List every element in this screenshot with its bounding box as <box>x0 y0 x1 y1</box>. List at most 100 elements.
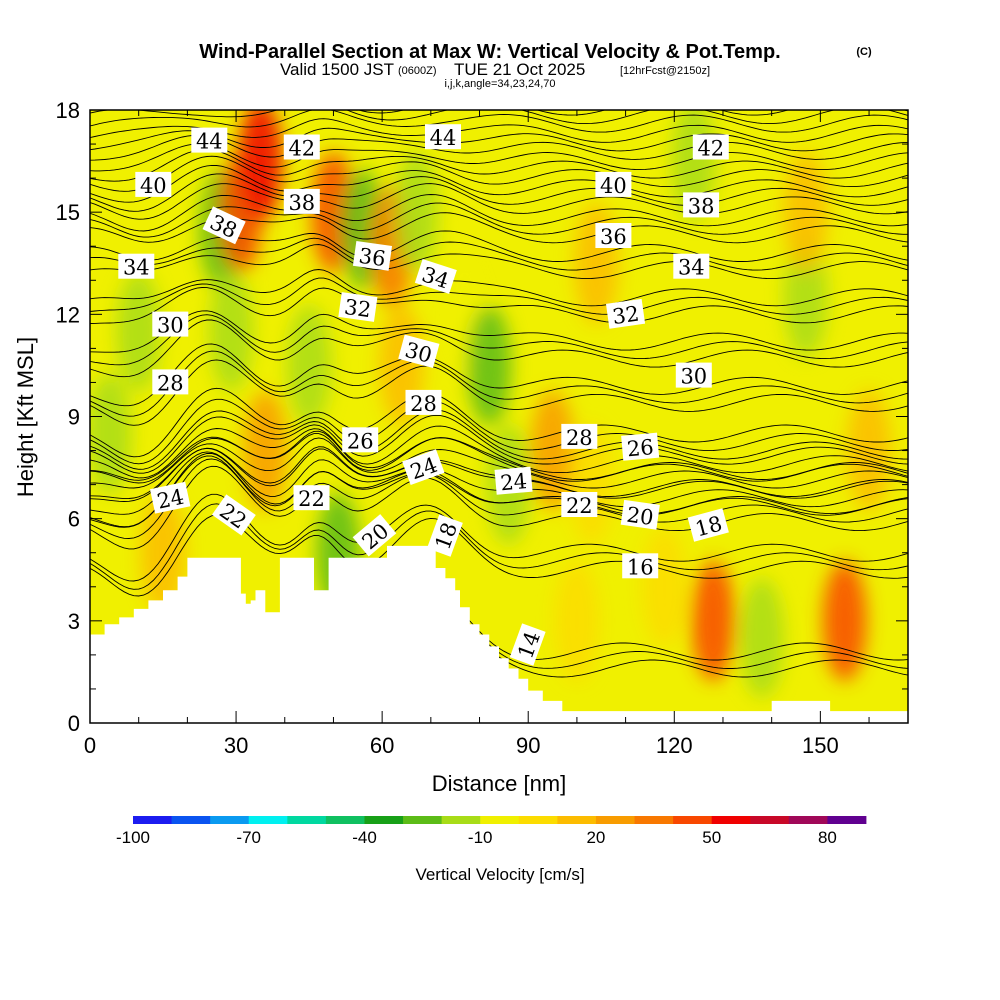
colorbar-swatch-2 <box>210 816 250 824</box>
contour-label-11: 34 <box>118 253 155 280</box>
isentrope-38-2 <box>90 164 908 203</box>
contour-label-box <box>427 514 463 557</box>
colorbar-swatch-16 <box>750 816 790 824</box>
chart-title: Wind-Parallel Section at Max W: Vertical… <box>199 41 780 63</box>
contour-label-text: 44 <box>430 126 457 150</box>
colorbar-label: Vertical Velocity [cm/s] <box>415 865 584 884</box>
contour-label-text: 22 <box>298 487 325 511</box>
contour-label-box <box>342 427 379 453</box>
colorbar-swatch-15 <box>711 816 751 824</box>
isentrope-20-0 <box>90 455 908 528</box>
y-tick-label-9: 9 <box>68 405 80 430</box>
contour-label-15: 32 <box>605 298 646 329</box>
contour-label-text: 38 <box>688 194 715 218</box>
isentrope-30-2 <box>90 310 908 353</box>
contour-label-box <box>595 171 632 197</box>
isentrope-32-1 <box>90 277 908 315</box>
x-tick-label-0: 0 <box>84 733 96 758</box>
isentrope-24-1 <box>90 425 908 479</box>
colorbar-tick-label-80: 80 <box>818 828 837 847</box>
colorbar-tick-label--40: -40 <box>352 828 377 847</box>
contour-label-box <box>191 127 228 153</box>
contour-label-text: 40 <box>140 174 167 198</box>
isentrope-24-2 <box>90 414 908 474</box>
contour-label-box <box>561 492 598 517</box>
contour-label-box <box>149 481 191 514</box>
isentrope-22-2 <box>90 430 908 481</box>
colorbar-swatch-9 <box>480 816 520 824</box>
copyright-mark: (C) <box>856 46 872 58</box>
colorbar-swatch-0 <box>133 816 172 824</box>
contour-label-box <box>675 362 712 388</box>
colorbar-swatch-18 <box>827 816 867 824</box>
x-tick-label-150: 150 <box>802 733 839 758</box>
contour-label-box <box>673 253 710 279</box>
x-tick-label-60: 60 <box>370 733 394 758</box>
contour-label-text: 32 <box>343 295 373 322</box>
velocity-cell-26 <box>287 305 332 426</box>
colorbar-swatch-4 <box>287 816 327 824</box>
axis-ticks <box>89 109 908 724</box>
contour-label-text: 16 <box>627 555 654 579</box>
contour-label-31: 20 <box>620 499 660 530</box>
isentrope-38-0 <box>90 183 908 220</box>
x-tick-label-120: 120 <box>656 733 693 758</box>
isentrope-38-1 <box>90 173 908 212</box>
isentrope-26-2 <box>90 387 908 458</box>
terrain-mask <box>90 545 908 723</box>
colorbar-tick-labels: -100 -70 -40 -10 20 50 80 <box>116 828 837 847</box>
y-tick-label-6: 6 <box>68 507 80 532</box>
contour-label-3: 42 <box>692 134 729 161</box>
colorbar <box>133 816 867 824</box>
colorbar-swatch-14 <box>673 816 713 824</box>
velocity-cell-11 <box>394 152 439 273</box>
contour-label-box <box>687 508 729 542</box>
y-tick-label-3: 3 <box>68 609 80 634</box>
contour-label-9: 36 <box>352 241 393 271</box>
contour-label-text: 34 <box>678 256 705 280</box>
contour-label-box <box>152 311 189 337</box>
contour-label-box <box>509 623 546 666</box>
isentrope-30-1 <box>90 314 908 366</box>
contour-label-box <box>561 423 598 449</box>
isentrope-26-1 <box>90 398 908 465</box>
contour-label-10: 36 <box>595 223 632 249</box>
contour-label-text: 22 <box>566 494 593 518</box>
y-tick-labels: 0 3 6 9 12 15 18 <box>56 98 80 736</box>
colorbar-swatch-13 <box>634 816 674 824</box>
y-tick-label-0: 0 <box>68 711 80 736</box>
contour-label-text: 36 <box>357 244 387 271</box>
subtitle-valid: Valid 1500 JST <box>280 60 394 79</box>
subtitle: Valid 1500 JST (0600Z) TUE 21 Oct 2025 [… <box>280 60 710 79</box>
contour-label-text: 24 <box>155 485 186 514</box>
colorbar-swatch-10 <box>518 816 558 824</box>
isentrope-32-0 <box>90 287 908 324</box>
colorbar-swatch-3 <box>248 816 288 824</box>
x-tick-labels: 0 30 60 90 120 150 <box>84 733 839 758</box>
contour-label-text: 28 <box>566 426 593 450</box>
contour-label-box <box>683 192 720 218</box>
velocity-cell-27 <box>141 492 186 613</box>
contour-label-box <box>414 258 457 294</box>
isentrope-22-1 <box>90 437 908 489</box>
colorbar-swatch-6 <box>364 816 404 824</box>
contour-label-box <box>293 485 330 511</box>
colorbar-swatch-12 <box>595 816 635 824</box>
contour-label-text: 28 <box>157 371 184 395</box>
contour-label-34: 16 <box>622 553 659 579</box>
contour-label-29: 22 <box>561 492 598 518</box>
contour-label-text: 38 <box>288 191 315 215</box>
subtitle-grid: i,j,k,angle=34,23,24,70 <box>444 78 555 90</box>
colorbar-swatch-11 <box>557 816 597 824</box>
contour-label-box <box>405 389 442 415</box>
contour-label-box <box>595 223 632 248</box>
contour-label-24: 24 <box>149 481 191 514</box>
contour-label-text: 40 <box>600 174 627 198</box>
velocity-cell-6 <box>243 390 288 511</box>
isentrope-30-0 <box>90 319 908 378</box>
velocity-cell-5 <box>238 110 283 222</box>
isentrope-40-1 <box>90 148 908 182</box>
contour-label-box <box>622 553 659 579</box>
